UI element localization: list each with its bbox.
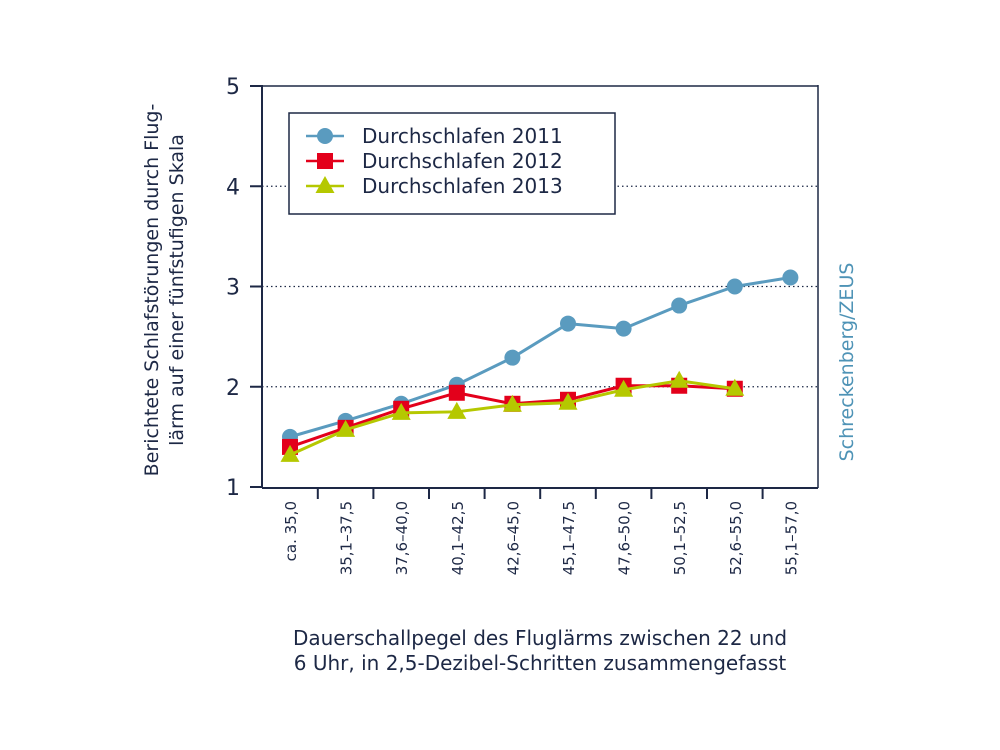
data-point <box>391 402 411 420</box>
data-point <box>615 320 632 337</box>
source-credit: Schreckenberg/ZEUS <box>836 263 858 462</box>
data-point <box>671 297 688 314</box>
legend-item: Durchschlafen 2013 <box>306 174 563 198</box>
x-ticks: ca. 35,0 35,1–37,5 37,6–40,0 40,1–42,5 42,6–… <box>282 487 800 575</box>
y-axis-label-line2: lärm auf einer fünfstufigen Skala <box>166 134 188 446</box>
data-point <box>447 401 467 419</box>
series-line <box>289 275 791 439</box>
data-point <box>504 349 521 366</box>
legend-label: Durchschlafen 2011 <box>362 124 563 148</box>
data-point <box>725 378 745 396</box>
data-point <box>782 269 799 286</box>
data-point <box>614 379 634 397</box>
data-point <box>280 444 300 462</box>
x-tick-label: 37,6–40,0 <box>393 501 411 575</box>
legend-marker-square-icon <box>317 153 333 169</box>
y-axis-label-line1: Berichtete Schlafstörungen durch Flug- <box>141 104 163 477</box>
x-tick-label: 40,1–42,5 <box>449 501 467 575</box>
x-tick-label: 50,1–52,5 <box>671 501 689 575</box>
x-tick-label: 45,1–47,5 <box>560 501 578 575</box>
series-3 <box>280 370 745 462</box>
y-tick-label: 2 <box>226 376 240 401</box>
y-tick-label: 1 <box>226 476 240 501</box>
x-tick-label: 55,1–57,0 <box>782 501 800 575</box>
x-axis-label-line1: Dauerschallpegel des Fluglärms zwischen … <box>293 626 787 650</box>
legend-item: Durchschlafen 2012 <box>306 149 563 173</box>
x-tick-label: 52,6–55,0 <box>727 501 745 575</box>
data-point <box>336 419 356 437</box>
data-point <box>560 315 576 332</box>
legend-marker-triangle-icon <box>315 176 335 193</box>
legend-label: Durchschlafen 2012 <box>362 149 563 173</box>
data-point <box>669 370 689 388</box>
x-tick-label: 47,6–50,0 <box>616 501 634 575</box>
x-tick-label: ca. 35,0 <box>282 501 300 561</box>
y-tick-label: 5 <box>226 75 240 100</box>
y-tick-label: 3 <box>226 276 240 301</box>
x-tick-label: 42,6–45,0 <box>504 501 522 575</box>
data-point <box>448 384 465 401</box>
x-axis-label-line2: 6 Uhr, in 2,5-Dezibel-Schritten zusammen… <box>294 651 787 675</box>
legend-box <box>288 112 616 215</box>
legend-item: Durchschlafen 2011 <box>306 124 563 148</box>
x-tick-label: 35,1–37,5 <box>338 501 356 575</box>
series <box>280 269 799 462</box>
legend-label: Durchschlafen 2013 <box>362 174 563 198</box>
data-point <box>726 278 743 295</box>
y-tick-label: 4 <box>226 175 240 200</box>
y-ticks: 1 2 3 4 5 <box>226 75 262 501</box>
series-1 <box>282 269 799 445</box>
data-point <box>502 394 522 412</box>
data-point <box>558 392 578 410</box>
legend-marker-circle-icon <box>317 128 333 144</box>
